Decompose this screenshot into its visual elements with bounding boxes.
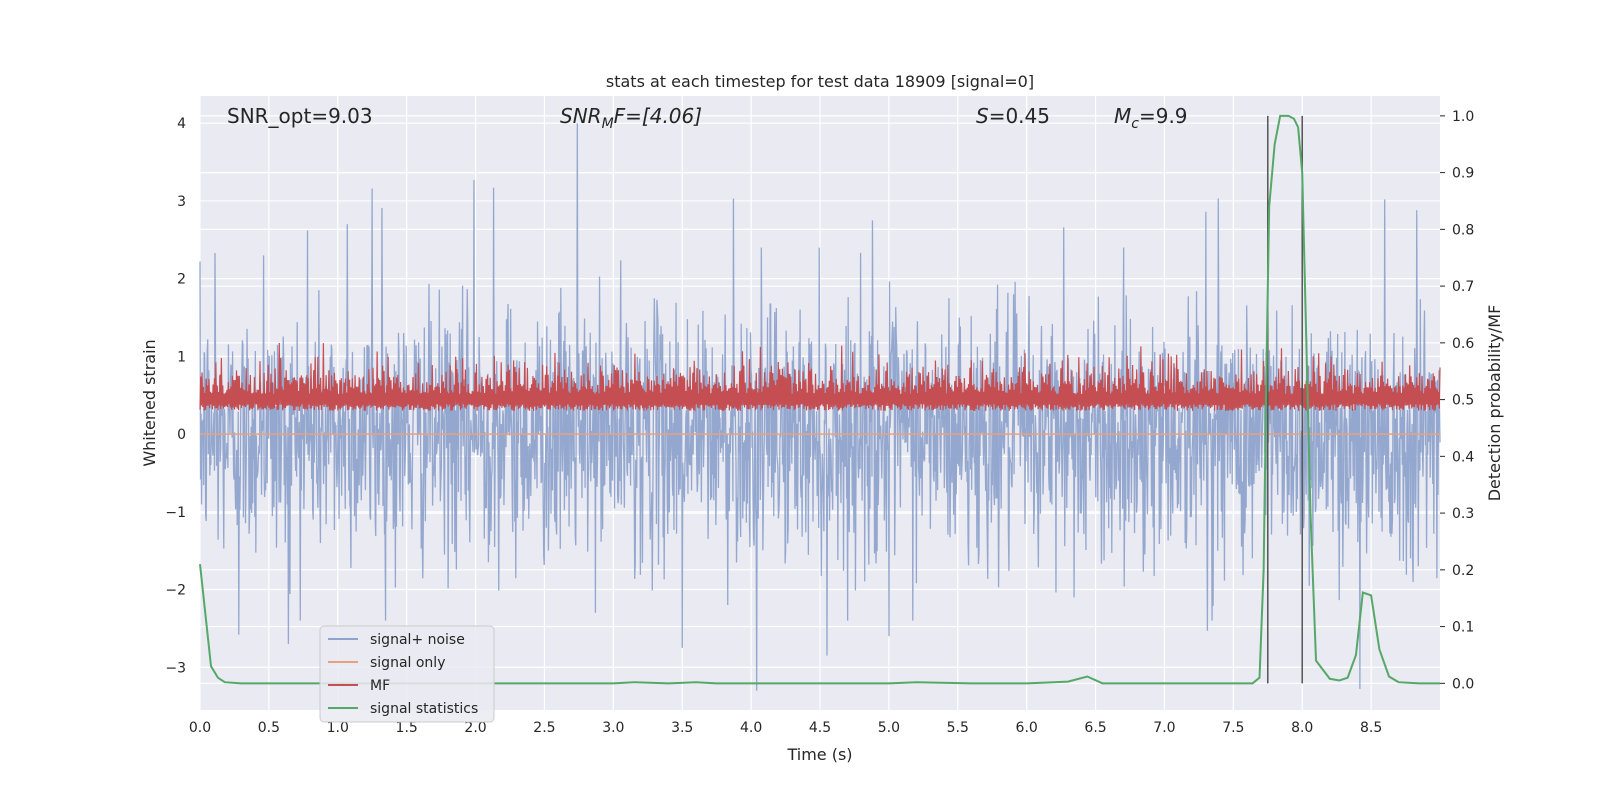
annotation-snr-mf: SNRMF=[4.06] <box>560 104 702 132</box>
annotation-s-value: =0.45 <box>989 104 1050 128</box>
annotation-s-symbol: S <box>976 104 989 128</box>
y-right-tick-label: 0.5 <box>1452 393 1474 409</box>
annotation-s: S=0.45 <box>976 104 1050 128</box>
y-left-tick-label: −3 <box>165 660 186 676</box>
x-tick-label: 0.0 <box>189 720 211 736</box>
legend-label-mf: MF <box>370 678 390 694</box>
series-mf <box>199 343 1441 411</box>
x-tick-label: 0.5 <box>258 720 280 736</box>
annotation-mc: Mc=9.9 <box>1114 104 1188 132</box>
y-right-tick-label: 0.4 <box>1452 449 1474 465</box>
x-tick-label: 1.5 <box>396 720 418 736</box>
y-right-tick-label: 0.6 <box>1452 336 1474 352</box>
y-right-tick-label: 0.3 <box>1452 506 1474 522</box>
x-tick-label: 2.0 <box>464 720 486 736</box>
x-tick-label: 3.0 <box>602 720 624 736</box>
y-left-tick-label: 4 <box>177 116 186 132</box>
annotation-mc-base: M <box>1114 104 1131 128</box>
y-left-tick-label: −1 <box>165 505 186 521</box>
legend: signal+ noise signal only MF signal stat… <box>319 625 495 723</box>
y-left-tick-label: 3 <box>177 194 186 210</box>
y-axis-label-right: Detection probability/MF <box>1485 305 1504 502</box>
annotation-mc-sub: c <box>1131 116 1139 132</box>
x-tick-label: 3.5 <box>671 720 693 736</box>
x-tick-label: 7.5 <box>1222 720 1244 736</box>
annotation-snr-mf-rest: F=[4.06] <box>614 104 702 128</box>
legend-box <box>319 625 495 723</box>
x-tick-label: 6.5 <box>1084 720 1106 736</box>
annotation-snr-opt: SNR_opt=9.03 <box>227 104 373 128</box>
x-tick-label: 5.5 <box>947 720 969 736</box>
y-right-tick-label: 0.0 <box>1452 676 1474 692</box>
x-tick-label: 8.0 <box>1291 720 1313 736</box>
annotation-snr-mf-base: SNR <box>560 104 602 128</box>
series-line-mf <box>199 343 1441 411</box>
y-left-tick-label: 1 <box>177 349 186 365</box>
y-right-tick-label: 1.0 <box>1452 109 1474 125</box>
y-right-tick-label: 0.7 <box>1452 279 1474 295</box>
annotation-snr-mf-sub: M <box>602 116 614 132</box>
x-tick-label: 5.0 <box>878 720 900 736</box>
chart-title: stats at each timestep for test data 189… <box>606 72 1034 91</box>
y-right-tick-label: 0.9 <box>1452 166 1474 182</box>
legend-label-signal-statistics: signal statistics <box>370 701 478 717</box>
annotation-mc-value: =9.9 <box>1139 104 1188 128</box>
y-right-tick-label: 0.8 <box>1452 222 1474 238</box>
y-left-tick-label: −2 <box>165 583 186 599</box>
x-tick-label: 1.0 <box>327 720 349 736</box>
x-tick-label: 2.5 <box>533 720 555 736</box>
y-left-tick-label: 2 <box>177 272 186 288</box>
x-tick-label: 7.0 <box>1153 720 1175 736</box>
legend-label-signal-noise: signal+ noise <box>370 632 465 648</box>
legend-label-signal-only: signal only <box>370 655 445 671</box>
y-axis-label-left: Whitened strain <box>140 339 159 466</box>
x-tick-label: 4.0 <box>740 720 762 736</box>
axis-ticks: 0.0 0.5 1.0 1.5 2.0 2.5 3.0 3.5 4.0 4.5 5.0 5.5 6.0 6… <box>165 109 1474 736</box>
series-signal-statistics <box>199 114 1440 685</box>
x-tick-label: 6.0 <box>1016 720 1038 736</box>
y-left-tick-label: 0 <box>177 427 186 443</box>
x-tick-label: 8.5 <box>1360 720 1382 736</box>
series-line-signal-statistics <box>199 114 1440 685</box>
x-axis-label: Time (s) <box>786 745 852 764</box>
y-right-tick-label: 0.1 <box>1452 620 1474 636</box>
x-tick-label: 4.5 <box>809 720 831 736</box>
y-right-tick-label: 0.2 <box>1452 563 1474 579</box>
